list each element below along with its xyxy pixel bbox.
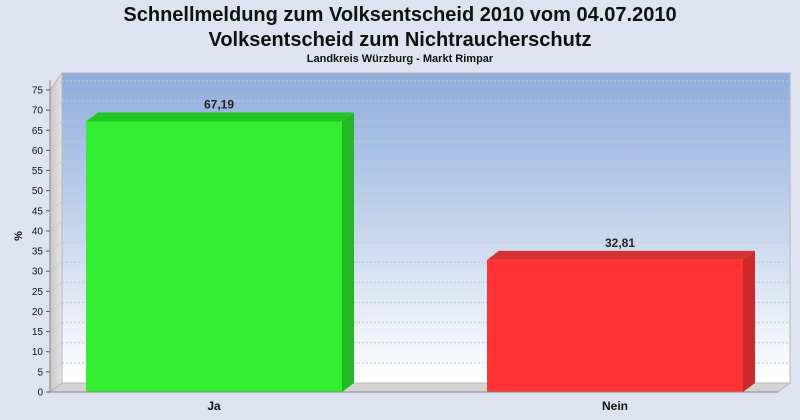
gridline-depth — [49, 221, 63, 232]
y-tick-label: 15 — [32, 327, 44, 338]
gridline-depth — [49, 261, 63, 272]
y-tick-label: 35 — [32, 247, 44, 258]
y-tick-label: 30 — [32, 267, 44, 278]
bar-top-ja — [86, 112, 354, 122]
gridline-depth — [49, 362, 63, 373]
data-label: 67,19 — [204, 97, 234, 111]
y-tick-label: 70 — [32, 106, 44, 117]
bar-side-nein — [743, 250, 755, 392]
y-tick-label: 50 — [32, 186, 44, 197]
x-tick-label: Ja — [207, 399, 221, 413]
x-tick-label: Nein — [602, 399, 628, 413]
gridline-depth — [49, 161, 63, 171]
y-tick-label: 60 — [32, 146, 44, 157]
gridline-depth — [49, 201, 63, 212]
bar-top-nein — [487, 250, 755, 260]
gridline-depth — [49, 241, 63, 252]
data-label: 32,81 — [605, 236, 635, 250]
y-tick-label: 25 — [32, 287, 44, 298]
gridline-depth — [49, 120, 63, 131]
y-axis-title: % — [13, 231, 25, 241]
gridline-depth — [49, 322, 63, 333]
bar-ja — [86, 121, 342, 392]
y-tick-label: 55 — [32, 166, 44, 177]
y-tick-label: 0 — [37, 388, 43, 399]
chart-subtitle: Landkreis Würzburg - Markt Rimpar — [306, 53, 494, 65]
y-tick-label: 5 — [37, 367, 43, 378]
y-tick-label: 40 — [32, 226, 44, 237]
chart-title-line2: Volksentscheid zum Nichtraucherschutz — [208, 29, 592, 51]
chart-title: Schnellmeldung zum Volksentscheid 2010 v… — [123, 4, 677, 26]
gridline-depth — [49, 181, 63, 192]
gridline-depth — [49, 80, 63, 91]
y-tick-label: 10 — [32, 347, 44, 358]
gridline-depth — [49, 302, 63, 312]
gridline-depth — [49, 100, 63, 111]
y-tick-label: 75 — [32, 86, 44, 97]
gridline-depth — [49, 281, 63, 292]
bar-side-ja — [342, 112, 354, 392]
gridline-depth — [49, 342, 63, 353]
y-tick-label: 45 — [32, 206, 44, 217]
bar-nein — [487, 259, 743, 392]
y-tick-label: 65 — [32, 126, 44, 137]
y-tick-label: 20 — [32, 307, 44, 318]
gridline-depth — [49, 140, 63, 151]
